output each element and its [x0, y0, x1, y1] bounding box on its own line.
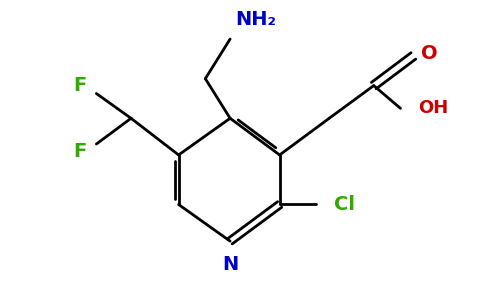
Text: O: O [422, 44, 438, 63]
Text: OH: OH [418, 99, 449, 117]
Text: N: N [222, 255, 238, 274]
Text: Cl: Cl [334, 195, 355, 214]
Text: F: F [73, 76, 87, 95]
Text: F: F [73, 142, 87, 161]
Text: NH₂: NH₂ [235, 10, 276, 29]
